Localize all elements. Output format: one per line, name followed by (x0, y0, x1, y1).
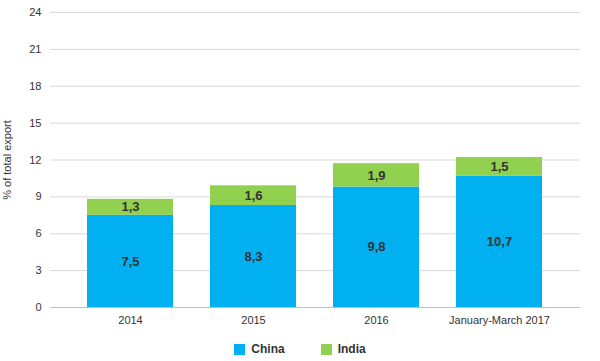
svg-text:% of total export: % of total export (1, 120, 13, 200)
svg-text:January-March 2017: January-March 2017 (449, 314, 550, 326)
svg-text:2015: 2015 (241, 314, 265, 326)
svg-text:10,7: 10,7 (487, 234, 512, 249)
svg-text:1,3: 1,3 (121, 199, 139, 214)
svg-text:21: 21 (29, 43, 41, 55)
svg-text:9,8: 9,8 (367, 239, 385, 254)
svg-text:3: 3 (35, 264, 41, 276)
svg-text:2014: 2014 (118, 314, 142, 326)
svg-text:2016: 2016 (364, 314, 388, 326)
svg-text:1,6: 1,6 (244, 188, 262, 203)
svg-text:6: 6 (35, 227, 41, 239)
svg-text:15: 15 (29, 117, 41, 129)
html-text:India: India (337, 342, 366, 356)
svg-text:24: 24 (29, 6, 41, 18)
svg-text:18: 18 (29, 80, 41, 92)
svg-text:12: 12 (29, 154, 41, 166)
svg-text:9: 9 (35, 190, 41, 202)
svg-text:1,5: 1,5 (490, 159, 508, 174)
svg-text:7,5: 7,5 (121, 254, 139, 269)
svg-text:8,3: 8,3 (244, 249, 262, 264)
svg-text:1,9: 1,9 (367, 168, 385, 183)
html-text:China: China (251, 342, 285, 356)
svg-text:0: 0 (35, 301, 41, 313)
